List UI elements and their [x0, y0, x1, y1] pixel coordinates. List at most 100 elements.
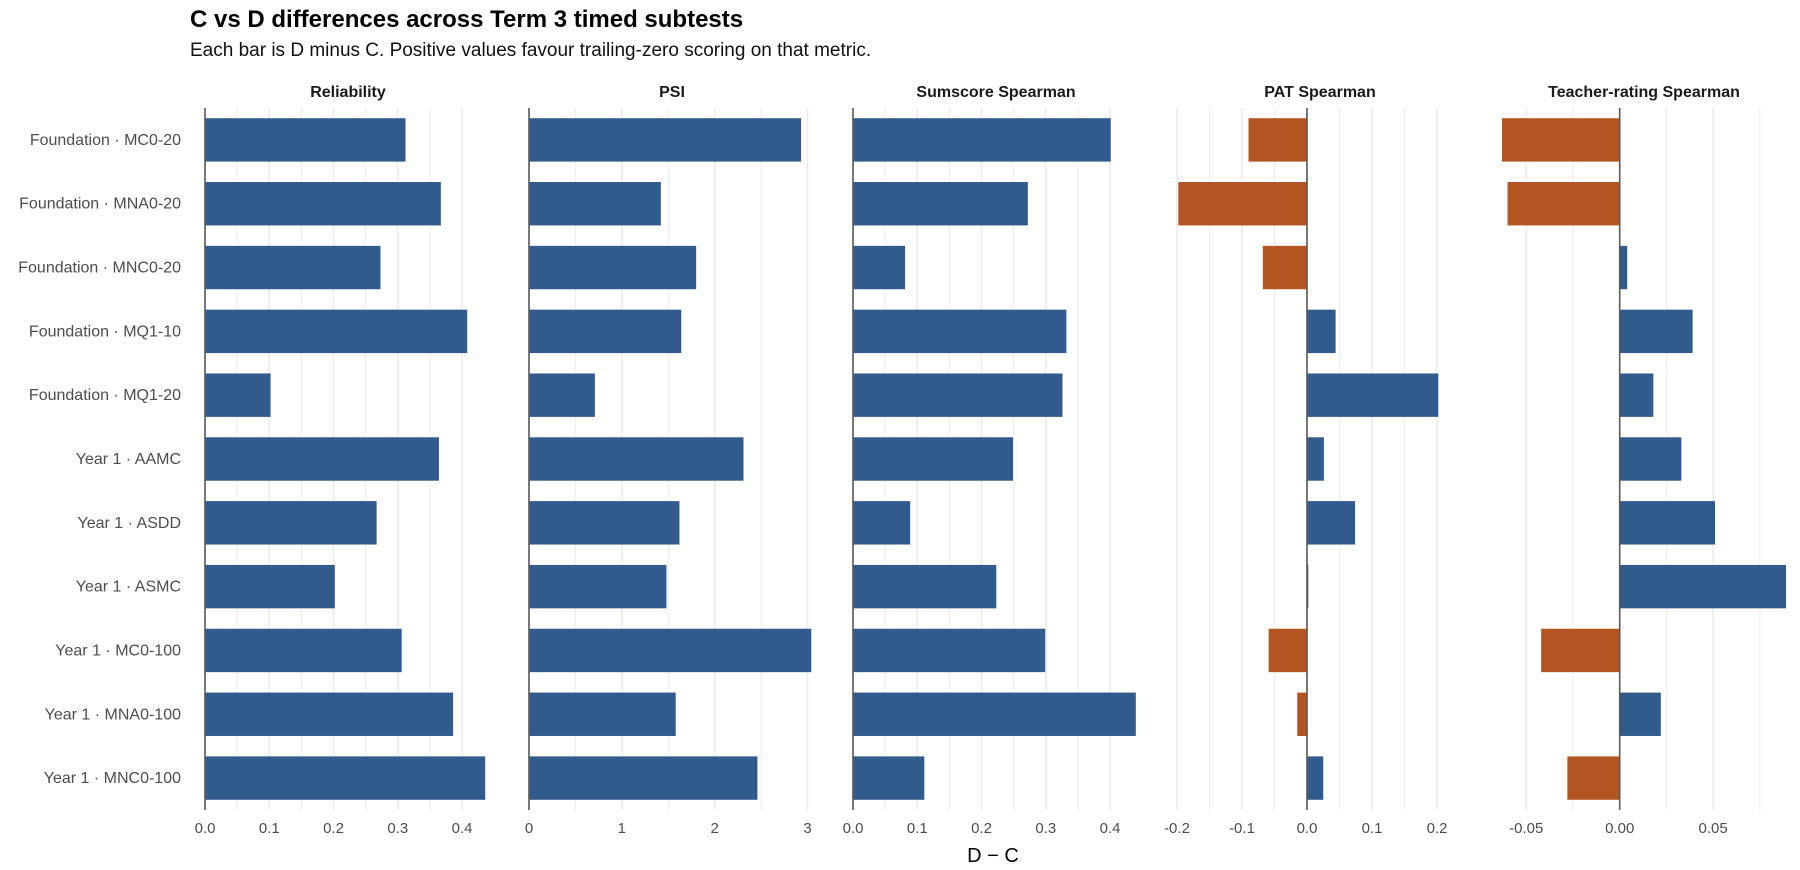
bar: [1501, 118, 1620, 162]
bar: [1248, 118, 1307, 162]
bar: [853, 564, 997, 609]
x-tick-label: 0.2: [971, 820, 992, 837]
bar: [529, 118, 802, 162]
category-label: Year 1 · MC0-100: [55, 642, 181, 659]
panel-4: -0.05 0.00 0.05 Teacher-rating Spearman: [1501, 84, 1787, 837]
bar: [529, 309, 682, 354]
bar: [529, 373, 595, 417]
bar: [529, 756, 758, 800]
bar: [1619, 692, 1661, 736]
x-tick-label: -0.2: [1164, 820, 1190, 837]
bar: [529, 692, 676, 736]
x-tick-label: 0.05: [1699, 820, 1728, 837]
bar: [1297, 692, 1307, 736]
bar: [529, 628, 812, 673]
category-label: Year 1 · ASDD: [78, 515, 181, 532]
bar: [853, 437, 1014, 481]
panel-1: 0 1 2 3 PSI: [525, 84, 812, 837]
x-tick-label: -0.05: [1509, 820, 1543, 837]
bar: [1619, 501, 1716, 545]
bar: [1619, 245, 1628, 290]
x-tick-label: 0.00: [1605, 820, 1634, 837]
bar: [853, 373, 1063, 417]
x-tick-label: 0.3: [387, 820, 408, 837]
category-label: Foundation · MC0-20: [30, 132, 181, 149]
bar: [853, 756, 925, 800]
x-tick-label: 0.3: [1035, 820, 1056, 837]
x-tick-label: 0.1: [1362, 820, 1383, 837]
bar: [205, 373, 271, 417]
panel-3: -0.2 -0.1 0.0 0.1 0.2 PAT Spearman: [1164, 84, 1447, 837]
chart-subtitle: Each bar is D minus C. Positive values f…: [190, 40, 872, 61]
panel-title: PSI: [659, 84, 685, 101]
category-label: Foundation · MNA0-20: [19, 196, 181, 213]
bar: [205, 501, 377, 545]
bar: [205, 118, 406, 162]
category-label: Year 1 · AAMC: [76, 451, 181, 468]
bar: [205, 628, 402, 673]
category-label: Year 1 · ASMC: [76, 579, 181, 596]
bar: [529, 182, 661, 226]
x-tick-label: 0.2: [323, 820, 344, 837]
bar: [205, 309, 468, 354]
bar: [529, 564, 667, 609]
x-tick-label: 0.0: [195, 820, 216, 837]
bar: [1619, 309, 1693, 354]
bar: [853, 692, 1136, 736]
bar: [529, 501, 680, 545]
x-tick-label: 2: [711, 820, 719, 837]
bar: [205, 756, 486, 800]
category-label: Foundation · MQ1-10: [29, 323, 181, 340]
panel-title: Reliability: [310, 84, 386, 101]
chart-title: C vs D differences across Term 3 timed s…: [190, 6, 744, 33]
bar: [853, 309, 1067, 354]
x-tick-label: 0: [525, 820, 533, 837]
bar: [1307, 501, 1356, 545]
bar: [1178, 182, 1307, 226]
category-label: Foundation · MQ1-20: [29, 387, 181, 404]
x-tick-label: 3: [803, 820, 811, 837]
bar: [1307, 437, 1324, 481]
panel-title: Sumscore Spearman: [916, 84, 1075, 101]
bar: [853, 245, 906, 290]
bar: [205, 564, 335, 609]
bar: [1307, 756, 1324, 800]
bar: [1541, 628, 1620, 673]
bar: [1567, 756, 1620, 800]
bar: [205, 692, 454, 736]
x-tick-label: 0.0: [843, 820, 864, 837]
x-tick-label: 1: [618, 820, 626, 837]
x-tick-label: -0.1: [1229, 820, 1255, 837]
bar: [1307, 373, 1439, 417]
category-label: Foundation · MNC0-20: [18, 260, 181, 277]
bar: [853, 501, 911, 545]
bar: [853, 182, 1028, 226]
x-tick-label: 0.1: [907, 820, 928, 837]
bar: [529, 437, 744, 481]
bar: [1619, 564, 1787, 609]
x-tick-label: 0.0: [1297, 820, 1318, 837]
category-label: Year 1 · MNC0-100: [44, 770, 181, 787]
bar: [1268, 628, 1307, 673]
bar: [853, 118, 1111, 162]
category-label: Year 1 · MNA0-100: [45, 706, 181, 723]
category-labels: Foundation · MC0-20 Foundation · MNA0-20 F…: [18, 132, 181, 787]
bar: [205, 437, 439, 481]
x-axis-label: D − C: [967, 845, 1019, 867]
panel-title: Teacher-rating Spearman: [1548, 84, 1740, 101]
bar: [205, 182, 441, 226]
bar: [205, 245, 381, 290]
bar: [1619, 373, 1654, 417]
bar: [529, 245, 697, 290]
x-tick-label: 0.2: [1427, 820, 1448, 837]
panel-0: 0.0 0.1 0.2 0.3 0.4 Reliability: [195, 84, 486, 837]
bar: [1262, 245, 1307, 290]
x-tick-label: 0.4: [1100, 820, 1121, 837]
panel-2: 0.0 0.1 0.2 0.3 0.4 Sumscore Spearman: [843, 84, 1136, 837]
bar: [853, 628, 1046, 673]
bar: [1307, 309, 1336, 354]
bar: [1619, 437, 1682, 481]
x-tick-label: 0.4: [452, 820, 473, 837]
